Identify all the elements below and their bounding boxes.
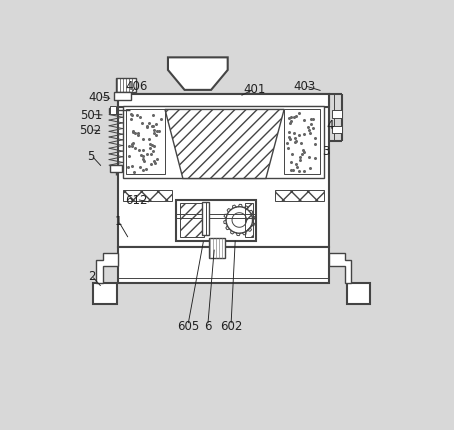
Bar — [332, 126, 341, 134]
Text: 5: 5 — [88, 149, 95, 163]
Bar — [116, 79, 136, 93]
Text: 501: 501 — [80, 109, 103, 122]
Bar — [118, 95, 329, 108]
Text: 1: 1 — [114, 215, 122, 227]
Bar — [275, 190, 324, 201]
Bar — [118, 95, 329, 248]
Text: 4: 4 — [327, 119, 334, 132]
Bar — [123, 190, 172, 201]
Bar — [347, 283, 370, 304]
Bar — [176, 200, 256, 241]
Text: 3: 3 — [323, 145, 330, 158]
Text: 605: 605 — [177, 319, 199, 332]
Text: 6: 6 — [204, 319, 212, 332]
Bar — [114, 92, 131, 100]
Text: 502: 502 — [79, 124, 102, 137]
Text: 612: 612 — [125, 194, 148, 206]
Text: 405: 405 — [89, 91, 111, 104]
Text: 403: 403 — [293, 80, 315, 93]
Bar — [180, 204, 204, 238]
Bar — [332, 111, 341, 119]
Text: 406: 406 — [125, 80, 148, 93]
Text: 602: 602 — [220, 319, 242, 332]
Bar — [245, 204, 252, 238]
Polygon shape — [329, 254, 351, 283]
Polygon shape — [165, 110, 284, 179]
Bar — [284, 110, 320, 175]
Bar — [202, 203, 209, 235]
Bar — [93, 283, 117, 304]
Polygon shape — [96, 254, 118, 283]
Text: 401: 401 — [243, 83, 266, 96]
Bar — [118, 247, 329, 283]
Polygon shape — [168, 58, 228, 91]
Bar — [110, 165, 122, 172]
Text: 2: 2 — [88, 270, 95, 283]
Bar — [123, 107, 324, 179]
Bar — [110, 107, 116, 115]
Bar — [209, 239, 225, 258]
Bar — [126, 110, 165, 175]
Bar — [109, 108, 116, 114]
